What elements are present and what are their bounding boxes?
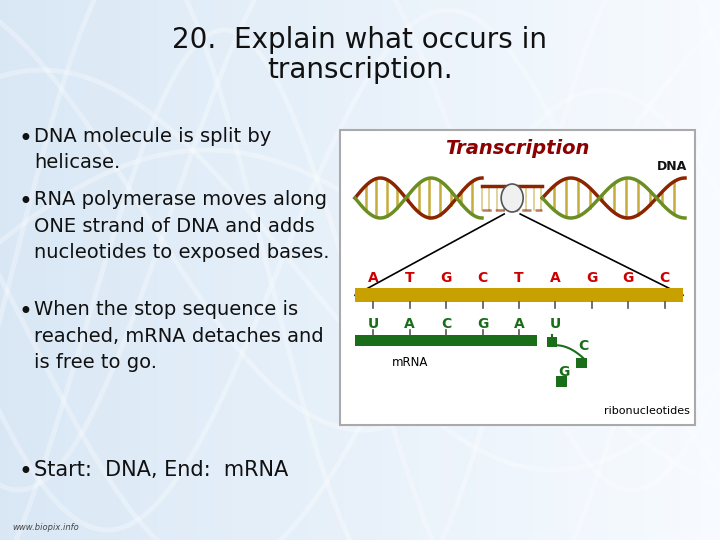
Text: RNA polymerase moves along
ONE strand of DNA and adds
nucleotides to exposed bas: RNA polymerase moves along ONE strand of…: [34, 190, 330, 262]
Bar: [355, 335, 537, 346]
Text: •: •: [18, 460, 32, 484]
Text: G: G: [558, 365, 569, 379]
Text: A: A: [405, 317, 415, 331]
Bar: [547, 337, 557, 347]
Text: Start:  DNA, End:  mRNA: Start: DNA, End: mRNA: [34, 460, 288, 480]
Text: A: A: [513, 317, 524, 331]
Text: G: G: [586, 271, 598, 285]
Text: T: T: [514, 271, 524, 285]
Bar: [340, 130, 695, 425]
Text: mRNA: mRNA: [392, 356, 428, 369]
Text: www.biopix.info: www.biopix.info: [12, 523, 78, 532]
Bar: [577, 358, 588, 368]
Text: When the stop sequence is
reached, mRNA detaches and
is free to go.: When the stop sequence is reached, mRNA …: [34, 300, 323, 372]
Text: 20.  Explain what occurs in: 20. Explain what occurs in: [173, 26, 547, 54]
Text: C: C: [477, 271, 487, 285]
Bar: [557, 376, 567, 387]
Text: G: G: [623, 271, 634, 285]
Text: •: •: [18, 127, 32, 151]
Ellipse shape: [501, 184, 523, 212]
Text: transcription.: transcription.: [267, 56, 453, 84]
Text: ribonucleotides: ribonucleotides: [604, 406, 690, 416]
Text: Transcription: Transcription: [445, 138, 590, 158]
Text: DNA: DNA: [657, 159, 687, 172]
Text: •: •: [18, 300, 32, 324]
Text: U: U: [368, 317, 379, 331]
Text: C: C: [578, 339, 588, 353]
Text: DNA molecule is split by
helicase.: DNA molecule is split by helicase.: [34, 127, 271, 172]
Text: A: A: [368, 271, 379, 285]
Text: A: A: [550, 271, 561, 285]
Text: •: •: [18, 190, 32, 214]
Text: U: U: [550, 317, 561, 331]
Text: G: G: [477, 317, 488, 331]
Bar: [355, 288, 683, 302]
Text: C: C: [441, 317, 451, 331]
Text: C: C: [660, 271, 670, 285]
Text: T: T: [405, 271, 415, 285]
Text: G: G: [441, 271, 451, 285]
